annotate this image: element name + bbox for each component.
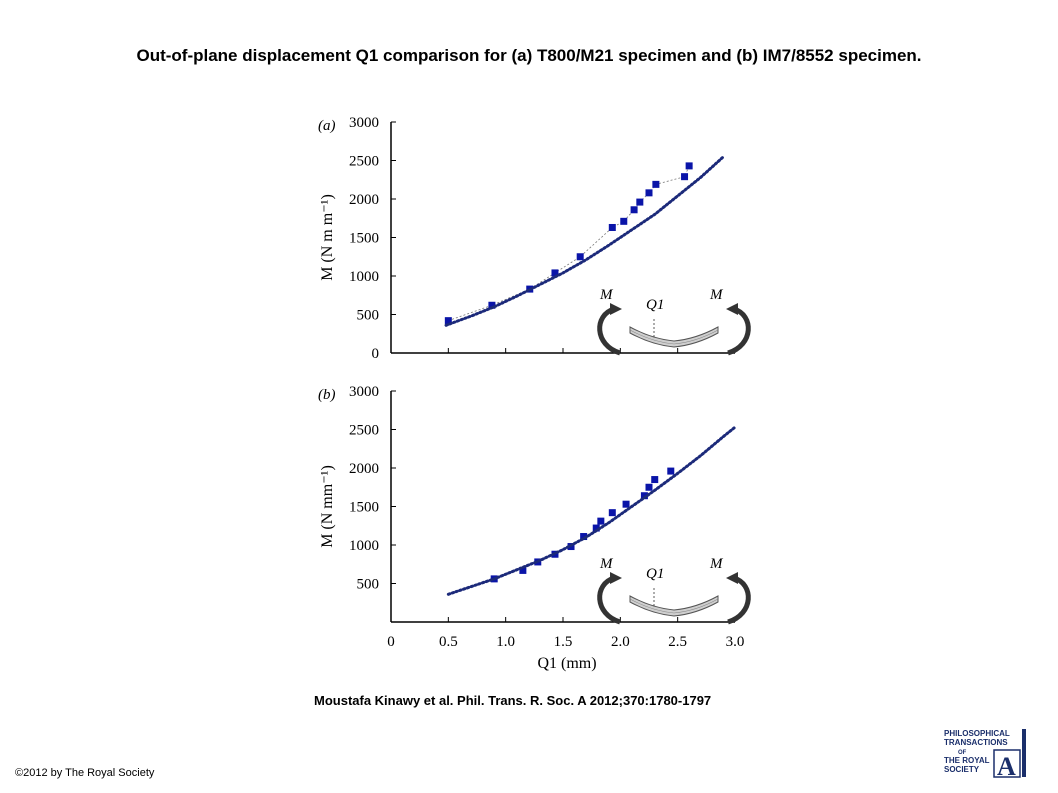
svg-text:OF: OF (958, 750, 967, 756)
y-tick-label: 2500 (349, 154, 379, 170)
x-tick-label: 3.0 (726, 634, 745, 650)
right-moment-arrow (727, 575, 751, 625)
data-point (580, 533, 588, 541)
y-tick-label: 500 (357, 308, 380, 324)
data-point (640, 492, 648, 500)
panel-label: (b) (318, 387, 336, 403)
y-tick-label: 2000 (349, 461, 379, 477)
copyright-notice: ©2012 by The Royal Society (15, 767, 155, 779)
x-tick-label: 1.5 (554, 634, 573, 650)
x-tick-label: 2.5 (668, 634, 687, 650)
right-arrowhead (726, 572, 738, 584)
journal-logo: PHILOSOPHICAL TRANSACTIONS OF THE ROYAL … (944, 729, 1026, 779)
x-tick-label: 2.0 (611, 634, 630, 650)
left-arrowhead (610, 572, 622, 584)
inset-label-q1: Q1 (646, 566, 664, 582)
y-axis-label: M (N m m⁻¹) (319, 194, 336, 281)
svg-text:SOCIETY: SOCIETY (944, 765, 980, 774)
panel-a: 0 500 1000 1500 2000 2500 3000 (a) M (N m m⁻¹) M Q… (318, 115, 751, 362)
y-tick-label: 1000 (349, 538, 379, 554)
y-tick-label: 1500 (349, 500, 379, 516)
svg-text:A: A (997, 752, 1016, 779)
data-point (597, 517, 605, 525)
data-point (576, 253, 584, 261)
y-tick-label: 3000 (349, 384, 379, 400)
y-tick-label: 2000 (349, 192, 379, 208)
data-point (608, 509, 616, 517)
citation: Moustafa Kinawy et al. Phil. Trans. R. S… (314, 693, 712, 708)
data-point (519, 566, 527, 574)
data-point (622, 500, 630, 508)
y-axis-label: M (N mm⁻¹) (319, 465, 336, 548)
x-axis-label: Q1 (mm) (537, 655, 596, 672)
data-point (685, 162, 693, 170)
model-curve (446, 425, 737, 596)
data-point (681, 173, 689, 181)
y-tick-label: 0 (372, 346, 380, 362)
y-tick-label: 1000 (349, 269, 379, 285)
left-arrowhead (610, 303, 622, 315)
left-moment-arrow (597, 306, 621, 356)
data-point (620, 217, 628, 225)
inset-beam-diagram: M Q1 M (597, 556, 751, 625)
y-tick-label: 2500 (349, 423, 379, 439)
data-point (551, 269, 559, 277)
inset-label-m-left: M (599, 287, 614, 303)
data-point (667, 467, 675, 475)
data-point (645, 483, 653, 491)
svg-text:PHILOSOPHICAL: PHILOSOPHICAL (944, 729, 1010, 738)
data-point (636, 198, 644, 206)
model-curve (444, 155, 726, 327)
right-moment-arrow (727, 306, 751, 356)
data-point (444, 317, 452, 325)
data-point (630, 206, 638, 214)
y-tick-label: 3000 (349, 115, 379, 131)
x-tick-label: 1.0 (496, 634, 515, 650)
inset-label-q1: Q1 (646, 297, 664, 313)
left-moment-arrow (597, 575, 621, 625)
data-point (592, 524, 600, 532)
inset-label-m-right: M (709, 556, 724, 572)
beam-shape (629, 326, 719, 348)
beam-shape (629, 595, 719, 617)
panel-label: (a) (318, 118, 336, 134)
svg-text:THE ROYAL: THE ROYAL (944, 756, 990, 765)
data-point (645, 189, 653, 197)
x-tick-label: 0 (387, 634, 395, 650)
panel-b: 500 1000 1500 2000 2500 3000 0 0.5 1.0 1.5 2.0 2.5 3… (318, 384, 751, 672)
figure-title: Out-of-plane displacement Q1 comparison … (136, 46, 922, 65)
y-tick-label: 500 (357, 577, 380, 593)
y-tick-label: 1500 (349, 231, 379, 247)
inset-label-m-left: M (599, 556, 614, 572)
x-tick-label: 0.5 (439, 634, 458, 650)
right-arrowhead (726, 303, 738, 315)
inset-beam-diagram: M Q1 M (597, 287, 751, 356)
data-point (651, 476, 659, 484)
beam-midline (629, 329, 719, 345)
data-point (488, 301, 496, 309)
svg-text:TRANSACTIONS: TRANSACTIONS (944, 738, 1008, 747)
data-point (652, 180, 660, 188)
inset-label-m-right: M (709, 287, 724, 303)
beam-midline (629, 598, 719, 614)
data-point (608, 223, 616, 231)
